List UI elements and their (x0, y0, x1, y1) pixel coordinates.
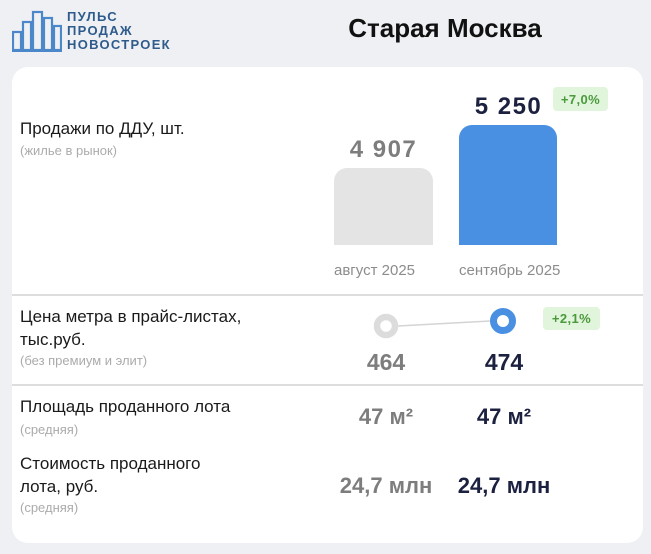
price-dot-august (373, 313, 399, 339)
price-change-badge: +2,1% (543, 307, 600, 330)
city-skyline-icon (12, 10, 62, 52)
price-title-line: тыс.руб. (20, 330, 86, 349)
price-dot-september (490, 308, 516, 334)
cost-label-line: Стоимость проданного (20, 454, 201, 473)
cost-value-august: 24,7 млн (339, 473, 433, 498)
price-note: (без премиум и элит) (20, 353, 148, 368)
area-value-august: 47 м² (358, 404, 414, 429)
price-connector-line (397, 320, 491, 327)
row-divider (12, 294, 643, 296)
stats-card: Продажи по ДДУ, шт. (жилье в рынок) 4 90… (12, 67, 643, 543)
page-title: Старая Москва (348, 13, 542, 43)
price-title-line: Цена метра в прайс-листах, (20, 307, 242, 326)
logo-wordmark: ПУЛЬС ПРОДАЖ НОВОСТРОЕК (67, 10, 171, 52)
sales-title: Продажи по ДДУ, шт. (20, 119, 185, 138)
area-value-september: 47 м² (476, 404, 532, 429)
sales-value-september: 5 250 (474, 93, 543, 120)
category-label-september: сентябрь 2025 (459, 262, 561, 279)
price-value-august: 464 (366, 349, 406, 375)
row-divider (12, 384, 643, 386)
brand-logo: ПУЛЬС ПРОДАЖ НОВОСТРОЕК (12, 10, 192, 54)
logo-line: НОВОСТРОЕК (67, 37, 171, 52)
area-note: (средняя) (20, 422, 79, 437)
sales-bar-august (334, 167, 433, 245)
logo-line: ПУЛЬС (67, 9, 118, 24)
sales-note: (жилье в рынок) (20, 143, 118, 158)
logo-line: ПРОДАЖ (67, 23, 133, 38)
sales-bar-september (459, 125, 557, 245)
sales-change-badge: +7,0% (553, 87, 608, 111)
cost-value-september: 24,7 млн (457, 473, 551, 498)
price-row-label: Цена метра в прайс-листах, тыс.руб. (20, 305, 241, 351)
sales-value-august: 4 907 (349, 135, 418, 163)
sales-row-label: Продажи по ДДУ, шт. (20, 117, 185, 140)
cost-row-label: Стоимость проданного лота, руб. (20, 452, 200, 498)
area-row-label: Площадь проданного лота (20, 395, 230, 418)
cost-label-line: лота, руб. (20, 477, 99, 496)
price-value-september: 474 (484, 349, 524, 375)
area-label-line: Площадь проданного лота (20, 397, 231, 416)
cost-note: (средняя) (20, 500, 79, 515)
category-label-august: август 2025 (334, 262, 416, 279)
